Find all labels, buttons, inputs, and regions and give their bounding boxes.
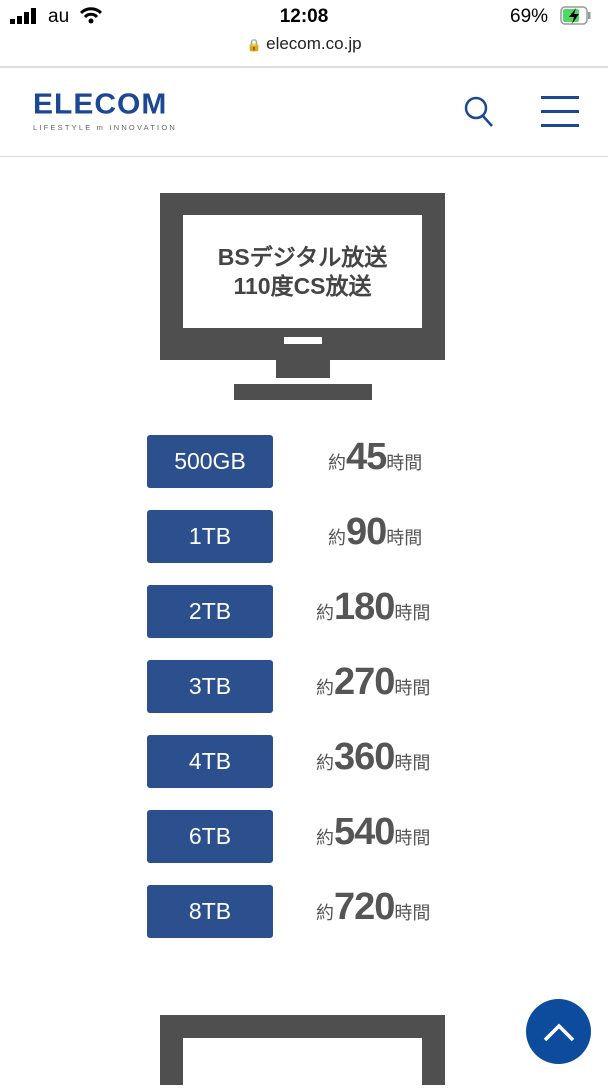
unit: 時間 xyxy=(386,528,423,548)
unit: 時間 xyxy=(386,453,423,473)
logo-text: ELECOM xyxy=(33,88,168,121)
capacity-badge: 3TB xyxy=(147,660,273,713)
recording-time: 約180時間 xyxy=(316,586,430,629)
hours: 90 xyxy=(346,511,387,553)
prefix: 約 xyxy=(316,603,334,623)
unit: 時間 xyxy=(394,603,431,623)
hours: 360 xyxy=(334,736,395,778)
unit: 時間 xyxy=(394,678,431,698)
address-bar[interactable]: 🔒 elecom.co.jp xyxy=(0,34,608,54)
broadcast-line-2: 110度CS放送 xyxy=(233,272,372,299)
hours: 540 xyxy=(334,811,395,853)
search-icon[interactable] xyxy=(463,95,495,129)
status-bar: au 12:08 69% xyxy=(0,0,608,34)
hours: 720 xyxy=(334,886,395,928)
recording-time: 約45時間 xyxy=(328,436,422,479)
signal-icon xyxy=(10,8,36,24)
prefix: 約 xyxy=(316,903,334,923)
tv-screen: BSデジタル放送 110度CS放送 xyxy=(183,215,422,328)
capacity-badge: 6TB xyxy=(147,810,273,863)
divider xyxy=(0,66,608,68)
recording-time: 約720時間 xyxy=(316,886,430,929)
capacity-badge: 2TB xyxy=(147,585,273,638)
hours: 180 xyxy=(334,586,395,628)
logo-tagline: LIFESTYLE m INNOVATION xyxy=(33,123,177,132)
prefix: 約 xyxy=(316,828,334,848)
broadcast-line-1: BSデジタル放送 xyxy=(217,243,388,270)
capacity-badge: 1TB xyxy=(147,510,273,563)
prefix: 約 xyxy=(316,753,334,773)
unit: 時間 xyxy=(394,828,431,848)
hours: 270 xyxy=(334,661,395,703)
url-text: elecom.co.jp xyxy=(266,34,362,53)
carrier: au xyxy=(48,6,70,27)
recording-time: 約540時間 xyxy=(316,811,430,854)
wifi-icon xyxy=(80,7,102,24)
recording-time: 約90時間 xyxy=(328,511,422,554)
prefix: 約 xyxy=(328,528,346,548)
prefix: 約 xyxy=(316,678,334,698)
prefix: 約 xyxy=(328,453,346,473)
chevron-up-icon xyxy=(543,1023,574,1041)
battery-percent: 69% xyxy=(510,6,549,27)
divider xyxy=(0,156,608,157)
hours: 45 xyxy=(346,436,387,478)
elecom-logo[interactable]: ELECOM LIFESTYLE m INNOVATION xyxy=(33,88,177,132)
unit: 時間 xyxy=(394,903,431,923)
recording-time: 約270時間 xyxy=(316,661,430,704)
clock: 12:08 xyxy=(279,6,329,27)
unit: 時間 xyxy=(394,753,431,773)
capacity-badge: 8TB xyxy=(147,885,273,938)
capacity-badge: 500GB xyxy=(147,435,273,488)
lock-icon: 🔒 xyxy=(246,38,262,52)
recording-time: 約360時間 xyxy=(316,736,430,779)
battery-charging-icon xyxy=(560,6,591,25)
capacity-badge: 4TB xyxy=(147,735,273,788)
scroll-to-top-button[interactable] xyxy=(526,999,591,1064)
menu-icon[interactable] xyxy=(541,96,579,128)
